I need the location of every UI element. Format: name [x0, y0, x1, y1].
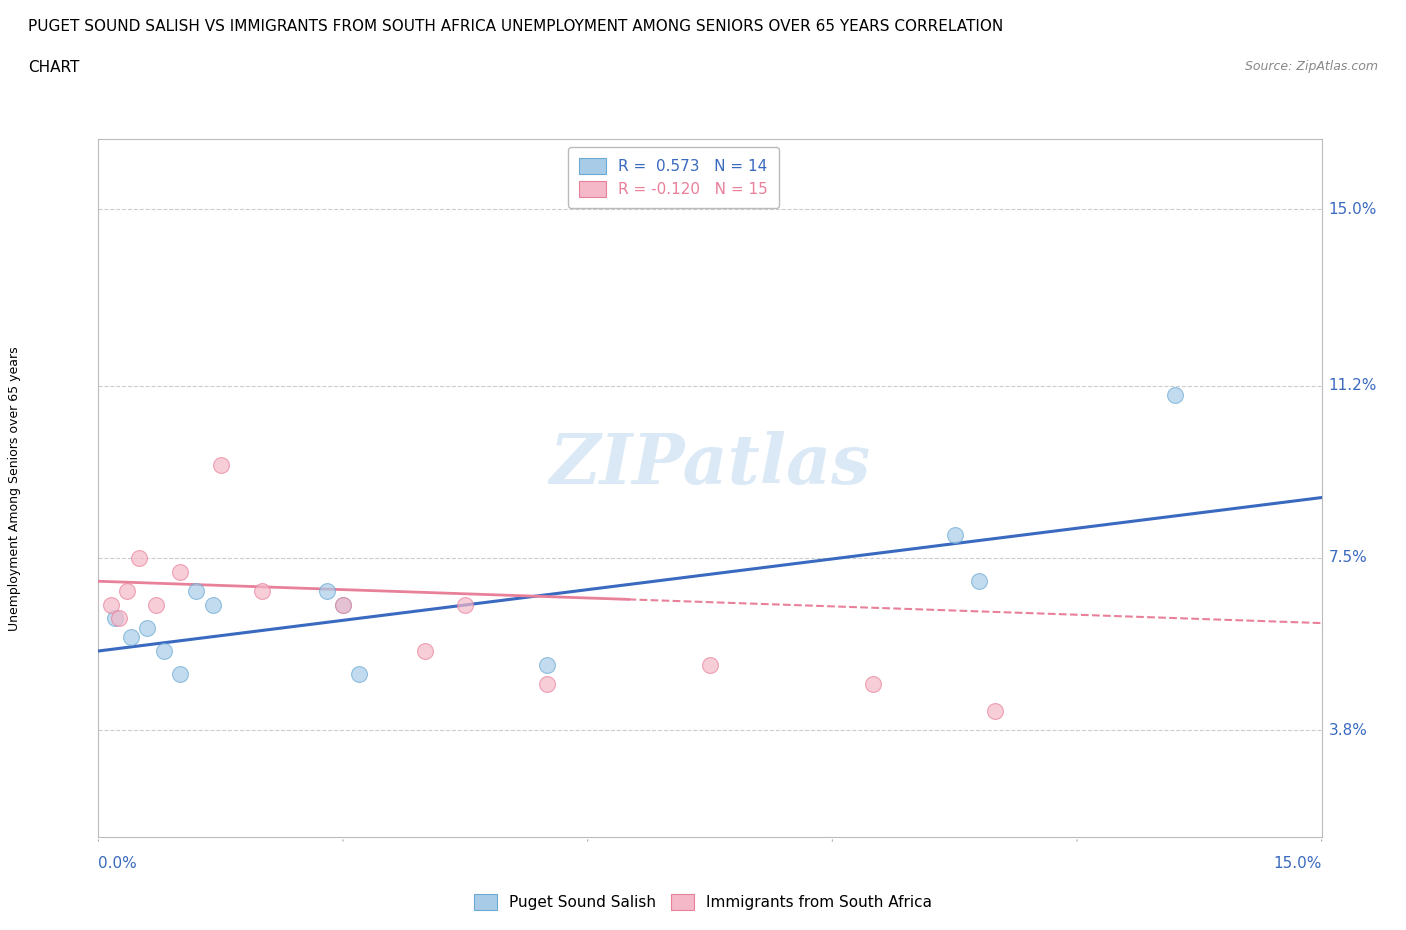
Point	[120, 630, 142, 644]
Point	[315, 583, 337, 598]
Point	[169, 565, 191, 579]
Text: CHART: CHART	[28, 60, 80, 75]
Text: Unemployment Among Seniors over 65 years: Unemployment Among Seniors over 65 years	[7, 346, 21, 631]
Point	[332, 597, 354, 612]
Point	[250, 583, 273, 598]
Point	[100, 597, 122, 612]
Text: ZIPatlas: ZIPatlas	[550, 432, 870, 498]
Point	[209, 458, 232, 472]
Point	[136, 620, 159, 635]
Point	[943, 527, 966, 542]
Point	[536, 658, 558, 672]
Point	[108, 611, 131, 626]
Point	[169, 667, 191, 682]
Point	[115, 583, 138, 598]
Point	[332, 597, 354, 612]
Point	[349, 667, 371, 682]
Point	[186, 583, 208, 598]
Point	[862, 676, 884, 691]
Point	[967, 574, 990, 589]
Text: 11.2%: 11.2%	[1329, 379, 1376, 393]
Text: PUGET SOUND SALISH VS IMMIGRANTS FROM SOUTH AFRICA UNEMPLOYMENT AMONG SENIORS OV: PUGET SOUND SALISH VS IMMIGRANTS FROM SO…	[28, 19, 1004, 33]
Point	[201, 597, 224, 612]
Point	[984, 704, 1007, 719]
Legend: Puget Sound Salish, Immigrants from South Africa: Puget Sound Salish, Immigrants from Sout…	[465, 886, 941, 918]
Text: 15.0%: 15.0%	[1274, 856, 1322, 870]
Point	[1164, 388, 1187, 403]
Point	[413, 644, 436, 658]
Point	[699, 658, 721, 672]
Text: 7.5%: 7.5%	[1329, 551, 1368, 565]
Point	[104, 611, 127, 626]
Point	[536, 676, 558, 691]
Legend: R =  0.573   N = 14, R = -0.120   N = 15: R = 0.573 N = 14, R = -0.120 N = 15	[568, 147, 779, 208]
Text: 15.0%: 15.0%	[1329, 202, 1376, 217]
Text: 3.8%: 3.8%	[1329, 723, 1368, 737]
Point	[145, 597, 167, 612]
Point	[152, 644, 174, 658]
Point	[128, 551, 150, 565]
Point	[454, 597, 477, 612]
Text: 0.0%: 0.0%	[98, 856, 138, 870]
Text: Source: ZipAtlas.com: Source: ZipAtlas.com	[1244, 60, 1378, 73]
